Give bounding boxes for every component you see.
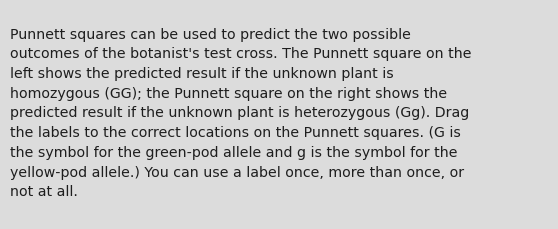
- Text: Punnett squares can be used to predict the two possible
outcomes of the botanist: Punnett squares can be used to predict t…: [10, 27, 472, 199]
